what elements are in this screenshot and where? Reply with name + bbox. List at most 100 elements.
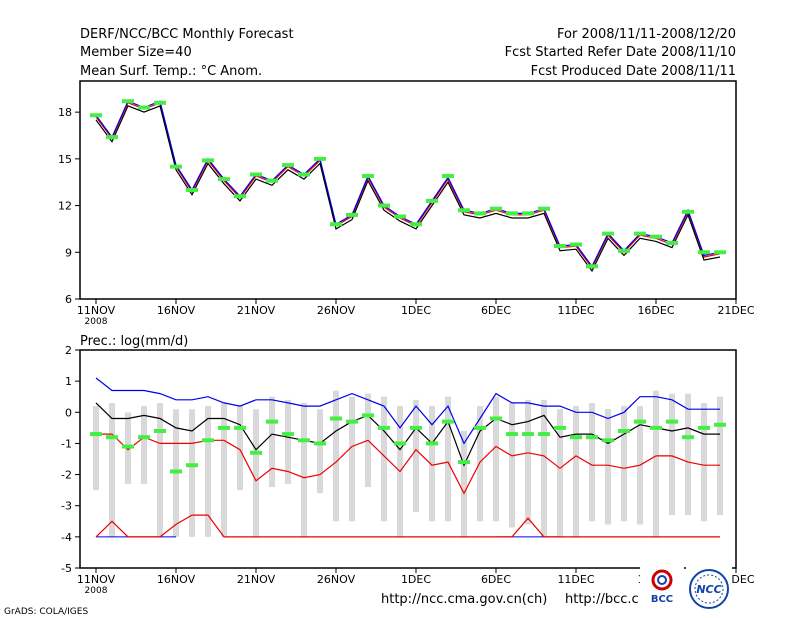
observation-marker bbox=[506, 432, 518, 437]
observation-marker bbox=[602, 231, 614, 236]
observation-marker bbox=[362, 413, 374, 418]
observation-marker bbox=[666, 240, 678, 245]
observation-marker bbox=[122, 444, 134, 449]
observation-marker bbox=[346, 212, 358, 217]
spread-bar bbox=[141, 406, 147, 484]
bcc-logo-text: BCC bbox=[651, 594, 673, 605]
x-tick-label: 21DEC bbox=[717, 304, 754, 317]
observation-marker bbox=[282, 432, 294, 437]
spread-bar bbox=[493, 396, 499, 522]
y-tick-label: 2 bbox=[65, 344, 72, 357]
observation-marker bbox=[474, 211, 486, 216]
observation-marker bbox=[202, 438, 214, 443]
x-tick-label: 16NOV bbox=[157, 304, 196, 317]
observation-marker bbox=[106, 135, 118, 140]
x-tick-year-label: 2008 bbox=[85, 317, 108, 327]
observation-marker bbox=[586, 264, 598, 269]
spread-bar bbox=[301, 402, 307, 537]
spread-bar bbox=[525, 399, 531, 525]
observation-marker bbox=[426, 198, 438, 203]
observation-marker bbox=[106, 435, 118, 440]
observation-marker bbox=[522, 211, 534, 216]
spread-bar bbox=[701, 402, 707, 522]
forecast-period: For 2008/11/11-2008/12/20 bbox=[557, 27, 736, 42]
y-tick-label: 15 bbox=[58, 153, 72, 166]
observation-marker bbox=[490, 416, 502, 421]
observation-marker bbox=[458, 460, 470, 465]
observation-marker bbox=[218, 425, 230, 430]
spread-bar bbox=[621, 406, 627, 522]
spread-bar bbox=[445, 396, 451, 522]
spread-bar bbox=[349, 396, 355, 522]
observation-marker bbox=[618, 248, 630, 253]
spread-bar bbox=[157, 402, 163, 537]
observation-marker bbox=[282, 163, 294, 168]
observation-marker bbox=[138, 435, 150, 440]
spread-bar bbox=[717, 396, 723, 516]
spread-bar bbox=[589, 402, 595, 522]
observation-marker bbox=[698, 250, 710, 255]
observation-marker bbox=[378, 203, 390, 208]
spread-bar bbox=[557, 409, 563, 537]
series-line-ensemble-lower bbox=[95, 105, 721, 273]
ncc-url[interactable]: http://ncc.cma.gov.cn(ch) bbox=[381, 592, 547, 607]
prec-panel-frame bbox=[79, 349, 737, 569]
series-line-upper bbox=[95, 377, 720, 445]
y-tick-label: 6 bbox=[65, 293, 72, 306]
bcc-logo-inner-icon bbox=[657, 575, 667, 585]
observation-marker bbox=[490, 206, 502, 211]
observation-marker bbox=[474, 425, 486, 430]
y-tick-label: 1 bbox=[65, 375, 72, 388]
spread-bar bbox=[221, 402, 227, 537]
series-line-ensemble-mean bbox=[95, 101, 721, 270]
y-tick-label: -2 bbox=[61, 469, 72, 482]
observation-marker bbox=[554, 244, 566, 249]
spread-bar bbox=[237, 406, 243, 491]
observation-marker bbox=[570, 435, 582, 440]
x-tick-label: 11NOV bbox=[77, 573, 116, 586]
observation-marker bbox=[538, 206, 550, 211]
spread-bar bbox=[653, 390, 659, 537]
chart-title: DERF/NCC/BCC Monthly Forecast bbox=[80, 27, 294, 42]
observation-marker bbox=[506, 211, 518, 216]
observation-marker bbox=[250, 172, 262, 177]
spread-bar bbox=[669, 393, 675, 516]
observation-marker bbox=[570, 242, 582, 247]
x-tick-label: 21NOV bbox=[237, 304, 276, 317]
observation-marker bbox=[266, 419, 278, 424]
spread-bar bbox=[317, 409, 323, 494]
spread-bar bbox=[461, 430, 467, 537]
y-tick-label: 9 bbox=[65, 246, 72, 259]
observation-marker bbox=[394, 441, 406, 446]
observation-marker bbox=[90, 432, 102, 437]
x-tick-label: 11NOV bbox=[77, 304, 116, 317]
observation-marker bbox=[442, 173, 454, 178]
observation-marker bbox=[346, 419, 358, 424]
observation-marker bbox=[186, 188, 198, 192]
y-tick-label: -5 bbox=[61, 562, 72, 575]
observation-marker bbox=[314, 441, 326, 446]
x-tick-label: 1DEC bbox=[401, 573, 431, 586]
observation-marker bbox=[186, 463, 198, 468]
spread-bar bbox=[189, 409, 195, 537]
observation-marker bbox=[362, 173, 374, 178]
bcc-url[interactable]: http://bcc.c bbox=[565, 592, 639, 607]
y-tick-label: 12 bbox=[58, 200, 72, 213]
bcc-logo-icon bbox=[651, 569, 673, 591]
produced-date: Fcst Produced Date 2008/11/11 bbox=[531, 64, 736, 79]
spread-bar bbox=[381, 396, 387, 522]
series-line-minimum bbox=[95, 514, 720, 538]
observation-marker bbox=[426, 441, 438, 446]
observation-marker bbox=[586, 435, 598, 440]
observation-marker bbox=[650, 234, 662, 239]
observation-marker bbox=[714, 250, 726, 255]
x-tick-label: 11DEC bbox=[557, 304, 594, 317]
observation-marker bbox=[714, 422, 726, 427]
observation-marker bbox=[170, 469, 182, 474]
observation-marker bbox=[170, 164, 182, 169]
observation-marker bbox=[154, 428, 166, 433]
series-line-ensemble-upper bbox=[95, 100, 721, 268]
